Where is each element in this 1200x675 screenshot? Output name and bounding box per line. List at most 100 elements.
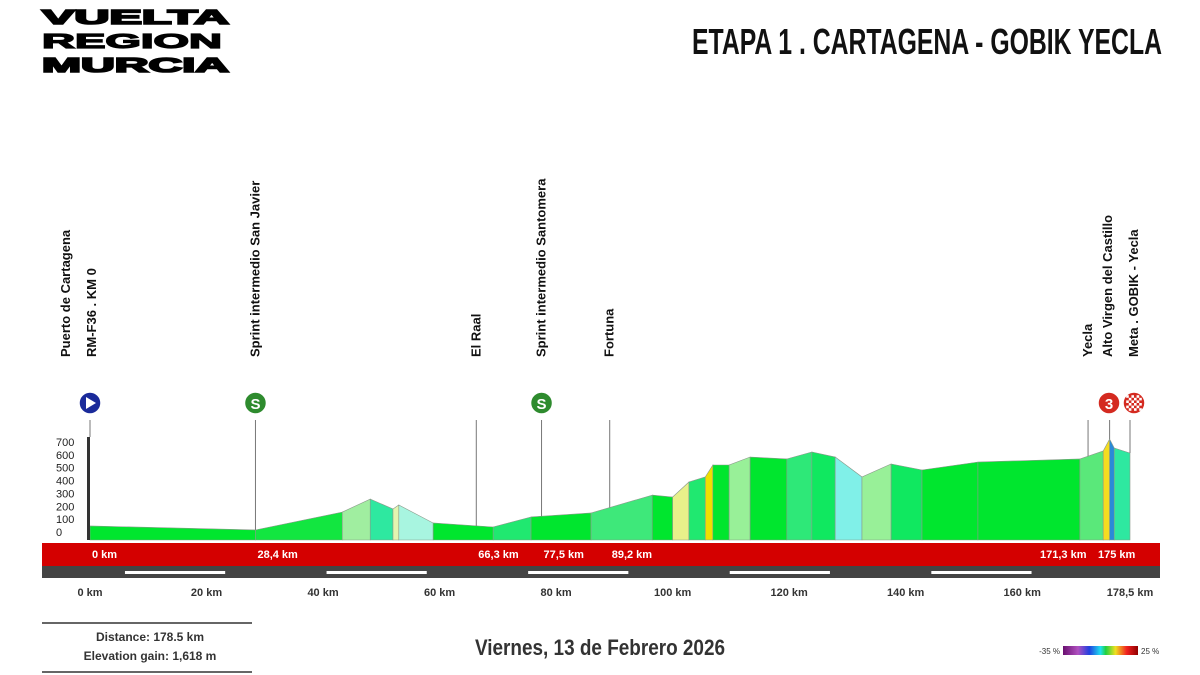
checker-square — [1126, 405, 1129, 409]
profile-segment — [341, 498, 371, 541]
profile-segment — [492, 516, 532, 541]
gradient-legend: -35 % 25 % — [1039, 646, 1159, 656]
poi-label: Alto Virgen del Castillo — [1100, 215, 1115, 357]
poi-label: El Raal — [468, 314, 483, 357]
play-icon — [86, 397, 96, 409]
distance-bar-label: 28,4 km — [257, 549, 298, 561]
profile-segment — [749, 456, 788, 541]
profile-segment — [672, 481, 690, 541]
marker-text: 3 — [1105, 396, 1113, 413]
x-tick-label: 40 km — [307, 587, 338, 599]
checker-square — [1136, 395, 1140, 398]
x-tick-label: 120 km — [771, 587, 809, 599]
checker-square — [1126, 395, 1129, 398]
y-tick-label: 300 — [56, 488, 74, 500]
profile-segment — [369, 498, 394, 541]
checker-square — [1126, 400, 1129, 403]
checker-square — [1131, 405, 1134, 409]
gradient-max-label: 25 % — [1141, 647, 1159, 656]
profile-segment — [89, 525, 256, 541]
poi-label: RM-F36 . KM 0 — [84, 268, 99, 357]
profile-segment — [921, 461, 979, 541]
checker-square — [1134, 397, 1137, 401]
profile-segment — [1079, 450, 1104, 541]
distance-bar-label: 77,5 km — [544, 549, 585, 561]
start-icon — [78, 391, 102, 415]
poi-label: Sprint intermedio San Javier — [247, 181, 262, 357]
x-tick-label: 60 km — [424, 587, 455, 599]
stage-date: Viernes, 13 de Febrero 2026 — [475, 635, 725, 660]
y-tick-label: 200 — [56, 501, 74, 513]
profile-segment — [1113, 447, 1131, 541]
y-tick-label: 100 — [56, 514, 74, 526]
scale-segment — [326, 571, 427, 574]
logo-line-3: MURCIA — [42, 55, 229, 77]
checker-square — [1131, 395, 1134, 398]
scale-segment — [124, 571, 226, 574]
profile-segment — [590, 494, 653, 541]
x-tick-label: 160 km — [1004, 587, 1042, 599]
checker-square — [1131, 400, 1134, 403]
x-tick-label: 178,5 km — [1107, 587, 1154, 599]
distance-bar — [42, 543, 1160, 566]
checker-square — [1136, 405, 1140, 409]
profile-segment — [432, 522, 494, 541]
x-tick-label: 80 km — [541, 587, 572, 599]
profile-segment — [811, 451, 836, 541]
marker-text: S — [537, 396, 547, 413]
y-tick-label: 500 — [56, 463, 74, 475]
profile-segment — [1109, 438, 1115, 541]
elevation-gain-text: Elevation gain: 1,618 m — [84, 649, 217, 663]
gradient-scale — [1063, 646, 1138, 655]
profile-segment — [712, 464, 730, 541]
checker-square — [1128, 397, 1132, 401]
poi-label: Fortuna — [602, 308, 617, 357]
profile-segment — [651, 494, 673, 541]
checker-square — [1128, 408, 1132, 411]
logo-line-2: REGION — [42, 31, 222, 53]
stage-title: ETAPA 1 . CARTAGENA - GOBIK YECLA — [692, 21, 1162, 62]
sprint-icon: S — [243, 391, 268, 415]
marker-circle — [529, 391, 554, 415]
scale-segment — [528, 571, 629, 574]
x-axis: 0 km 20 km 40 km 60 km 80 km 100 km 120 km 140 … — [77, 587, 1153, 599]
x-tick-label: 20 km — [191, 587, 222, 599]
profile-segment — [728, 456, 751, 541]
gradient-min-label: -35 % — [1039, 647, 1060, 656]
marker-text: S — [250, 396, 260, 413]
x-tick-label: 140 km — [887, 587, 925, 599]
logo-line-1: VUELTA — [42, 7, 229, 29]
finish-icon — [1122, 391, 1146, 415]
poi-label: Meta . GOBIK - Yecla — [1126, 229, 1141, 357]
profile-segment — [890, 463, 923, 541]
marker-circle — [243, 391, 268, 415]
climb-icon: 3 — [1097, 391, 1121, 415]
profile-segment — [688, 476, 706, 541]
distance-bar-label: 175 km — [1098, 549, 1136, 561]
y-tick-label: 600 — [56, 450, 74, 462]
distance-bar-label: 89,2 km — [612, 549, 653, 561]
distance-bar-label: 171,3 km — [1040, 549, 1087, 561]
checker-square — [1139, 408, 1142, 411]
points-of-interest: Puerto de Cartagena RM-F36 . KM 0 Sprint i… — [58, 178, 1146, 530]
profile-segment — [834, 456, 863, 541]
y-axis-line — [87, 437, 90, 540]
profile-segment — [704, 463, 714, 541]
profile-segment — [977, 458, 1081, 541]
poi-label: Yecla — [1080, 323, 1095, 357]
marker-circle — [1097, 391, 1121, 415]
checker-square — [1128, 403, 1132, 406]
scale-segment — [729, 571, 830, 574]
profile-segment — [530, 512, 592, 541]
checker-square — [1134, 408, 1137, 411]
profile-segment — [398, 504, 434, 541]
profile-segment — [1102, 438, 1110, 541]
scale-segment — [931, 571, 1032, 574]
y-tick-label: 400 — [56, 476, 74, 488]
profile-segment — [255, 511, 343, 541]
distance-text: Distance: 178.5 km — [96, 630, 204, 644]
distance-bar-label: 0 km — [92, 549, 117, 561]
x-tick-label: 0 km — [77, 587, 102, 599]
